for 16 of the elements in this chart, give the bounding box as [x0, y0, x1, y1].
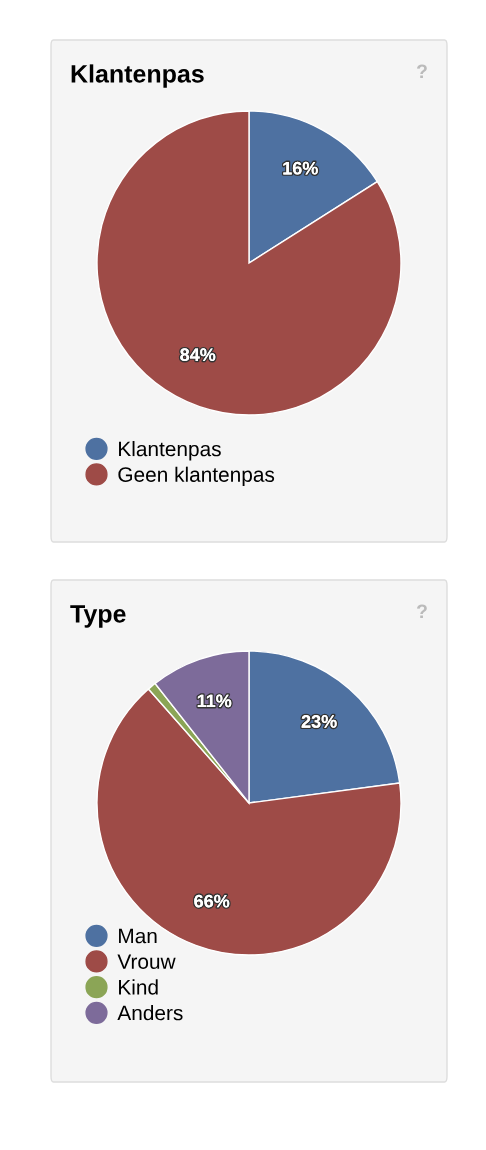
data-label: 16% — [283, 161, 318, 175]
text: ? — [416, 604, 427, 619]
legend-label: Anders — [117, 1005, 183, 1021]
pie-slice — [96, 110, 402, 416]
data-label: 66% — [194, 894, 230, 908]
data-label: 11% — [197, 694, 232, 708]
data-label: 84% — [180, 348, 216, 362]
legend-label: Klantenpas — [119, 441, 221, 461]
chart-title: Type — [70, 605, 126, 628]
chart-title: Klantenpas — [71, 64, 204, 88]
text: ? — [416, 64, 427, 79]
data-label: 23% — [301, 715, 337, 728]
legend-label: Vrouw — [117, 954, 176, 969]
legend-label: Kind — [119, 979, 158, 995]
legend-label: Geen klantenpas — [118, 466, 275, 487]
legend-label: Man — [119, 928, 157, 944]
